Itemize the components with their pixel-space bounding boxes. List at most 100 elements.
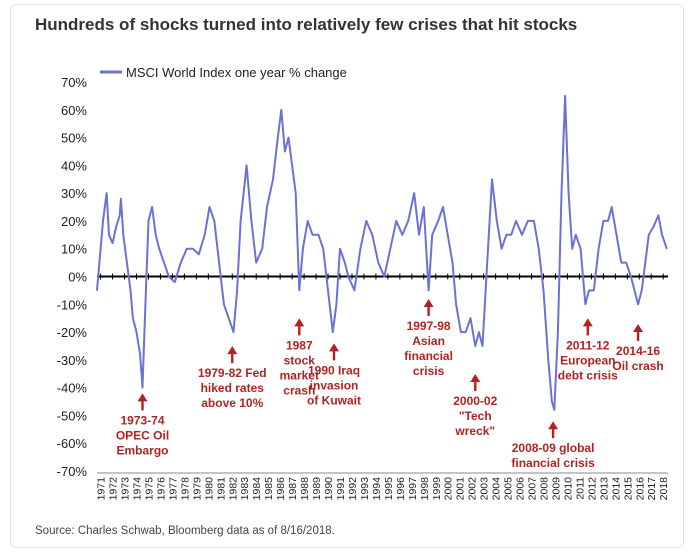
- x-tick-label: 1977: [167, 477, 179, 501]
- x-tick-label: 2017: [646, 477, 658, 501]
- series-point: [232, 331, 235, 333]
- series-point: [132, 317, 134, 319]
- series-point: [272, 178, 274, 180]
- series-point: [442, 206, 444, 208]
- series-point: [96, 289, 98, 291]
- annotation-label: 2008-09 global: [512, 441, 595, 455]
- series-point: [359, 248, 361, 250]
- series-point: [469, 317, 472, 319]
- series-points: [96, 95, 668, 411]
- y-axis: 70% 60% 50% 40% 30% 20% 10% 0% -10% -20% -30% -40% -…: [57, 75, 88, 479]
- series-point: [255, 262, 257, 264]
- series-point: [648, 234, 650, 236]
- series-point: [580, 248, 582, 250]
- series-point: [491, 178, 493, 180]
- series-point: [332, 331, 334, 333]
- x-tick-label: 1979: [191, 477, 203, 501]
- series-point: [298, 289, 300, 291]
- annotation-arrowhead: [137, 393, 148, 402]
- annotation-label: 2011-12: [566, 338, 610, 352]
- series-point: [284, 150, 286, 153]
- annotation-label: invasion: [310, 378, 359, 392]
- series-point: [141, 387, 144, 389]
- annotation-label: crisis: [413, 364, 445, 378]
- series-point: [186, 248, 188, 250]
- annotation-arrowhead: [582, 318, 593, 327]
- x-tick-label: 2005: [503, 477, 515, 501]
- series-point: [510, 234, 512, 236]
- series-point: [542, 289, 545, 291]
- series-point: [666, 248, 668, 250]
- series-point: [105, 192, 108, 194]
- series-point: [302, 248, 304, 250]
- series-point: [588, 289, 590, 291]
- series-point: [407, 220, 409, 222]
- x-tick-label: 2015: [622, 477, 634, 501]
- series-point: [447, 234, 449, 236]
- y-tick-label: 10%: [61, 242, 87, 257]
- annotation-label: 1979-82 Fed: [198, 366, 267, 380]
- series-point: [246, 164, 248, 166]
- annotation-label: Oil crash: [612, 359, 663, 373]
- annotation-label: OPEC Oil: [116, 428, 169, 442]
- series-point: [478, 331, 480, 333]
- x-tick-label: 2014: [610, 477, 622, 501]
- series-point: [236, 289, 238, 291]
- series-point: [353, 289, 355, 291]
- x-tick-label: 1991: [335, 477, 347, 501]
- series-point: [174, 281, 176, 283]
- annotation-label: of Kuwait: [307, 393, 361, 407]
- series-point: [637, 303, 639, 305]
- series-point: [266, 206, 268, 208]
- x-tick-label: 2008: [539, 477, 551, 501]
- series-point: [208, 206, 211, 208]
- annotation-label: stock: [284, 353, 316, 367]
- annotation-arrowhead: [329, 343, 340, 352]
- series-point: [228, 317, 230, 319]
- series-point: [151, 206, 153, 208]
- annotation-label: European: [560, 353, 615, 367]
- series-point: [584, 303, 587, 305]
- annotation-label: hiked rates: [201, 381, 265, 395]
- x-tick-label: 1998: [419, 477, 431, 501]
- series-point: [451, 262, 454, 264]
- x-tick-label: 1987: [287, 477, 299, 501]
- series-point: [505, 234, 507, 236]
- x-tick-label: 1984: [251, 477, 263, 501]
- x-tick-label: 1990: [323, 477, 335, 501]
- x-tick-label: 1988: [299, 477, 311, 501]
- annotation-label: 1973-74: [120, 413, 164, 427]
- y-tick-label: -70%: [57, 464, 88, 479]
- series-point: [413, 192, 415, 194]
- x-tick-label: 1982: [227, 477, 239, 501]
- series-point: [250, 220, 253, 222]
- series-point: [115, 225, 117, 228]
- series-point: [615, 234, 618, 236]
- series-point: [365, 220, 367, 222]
- series-point: [620, 262, 622, 264]
- series-point: [111, 242, 114, 244]
- series-point: [102, 220, 104, 222]
- x-tick-label: 1973: [120, 477, 132, 501]
- x-tick-label: 1980: [203, 477, 215, 501]
- series-point: [630, 275, 632, 278]
- series-point: [547, 359, 549, 361]
- y-tick-label: -10%: [57, 297, 88, 312]
- x-tick-label: 1985: [263, 477, 275, 501]
- annotation-label: market: [280, 368, 319, 382]
- series-point: [307, 220, 309, 222]
- series-point: [474, 345, 476, 347]
- series-point: [322, 248, 324, 250]
- series-point: [339, 248, 341, 250]
- series-point: [192, 248, 194, 250]
- x-tick-label: 2007: [527, 477, 539, 501]
- series-point: [465, 331, 467, 333]
- series-point: [377, 262, 379, 264]
- series-point: [344, 262, 346, 264]
- x-tick-label: 1978: [179, 477, 191, 501]
- annotation-label: "Tech: [459, 409, 492, 423]
- x-tick-label: 2016: [634, 477, 646, 501]
- series-point: [560, 192, 563, 194]
